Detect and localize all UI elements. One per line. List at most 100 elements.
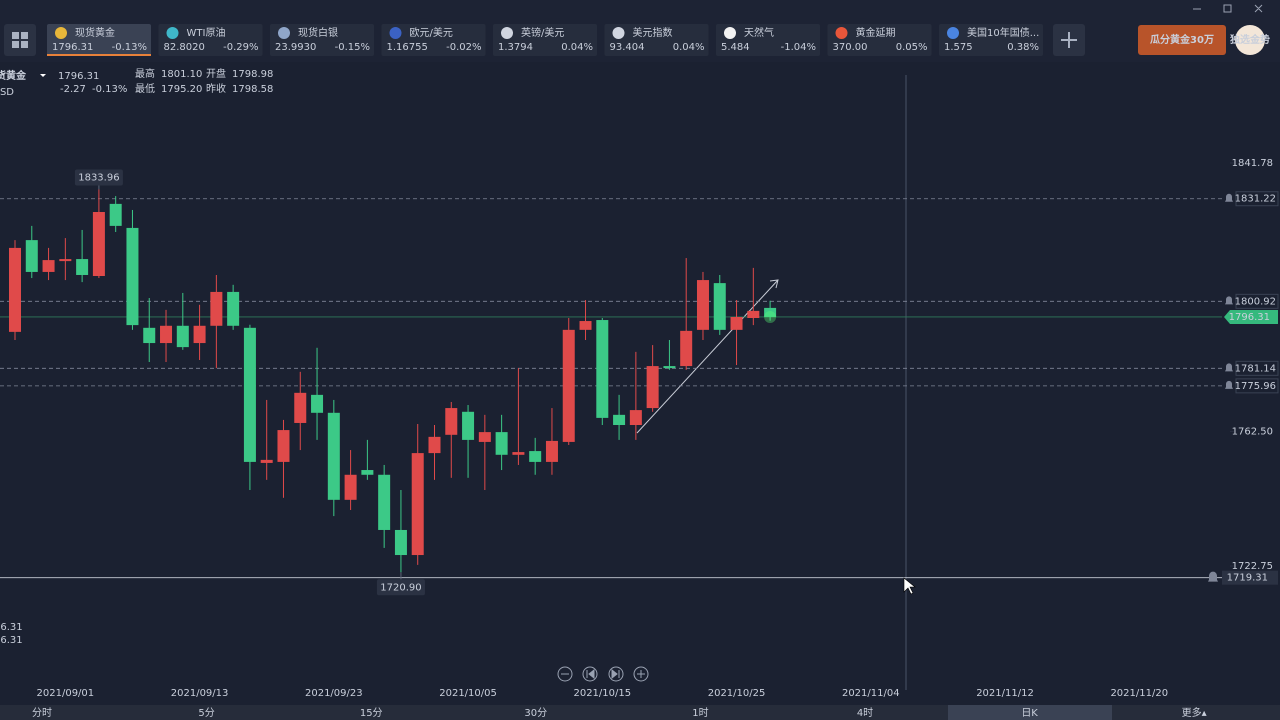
- candle-body: [730, 316, 743, 330]
- tab-label[interactable]: 30分: [524, 707, 547, 719]
- candle-body: [764, 307, 777, 317]
- ticker-card[interactable]: [47, 24, 151, 56]
- alert-bell[interactable]: [1225, 363, 1233, 372]
- ticker-icon: [724, 27, 736, 39]
- candle-body: [596, 320, 609, 418]
- stat-label: 昨收: [206, 82, 226, 95]
- promo-banner[interactable]: [1138, 25, 1226, 55]
- ticker-card[interactable]: [270, 24, 374, 56]
- alert-label: 1800.92: [1235, 296, 1276, 307]
- tab-label[interactable]: 15分: [360, 707, 383, 719]
- candle-body: [428, 436, 441, 454]
- ticker-card[interactable]: [158, 24, 263, 56]
- menu-button[interactable]: [4, 24, 36, 56]
- menu-icon: [21, 32, 28, 39]
- ticker-icon: [278, 27, 290, 39]
- alert-bell[interactable]: [1225, 193, 1233, 202]
- alert-box: [1235, 378, 1279, 394]
- candle-body: [629, 410, 642, 425]
- candle-body: [562, 329, 575, 442]
- ticker-price: 1.16755: [387, 42, 428, 53]
- zoom-in[interactable]: [633, 666, 649, 682]
- window-controls: [1193, 4, 1263, 13]
- x-tick-label: 2021/10/15: [573, 688, 631, 699]
- ticker-change: 0.05%: [896, 42, 928, 53]
- tab-label[interactable]: 4时: [857, 707, 873, 719]
- annotation-box: [74, 169, 123, 186]
- candle-body: [462, 411, 475, 440]
- ticker-card[interactable]: [939, 24, 1043, 56]
- x-tick-label: 2021/09/23: [305, 688, 363, 699]
- add-button[interactable]: [1053, 24, 1085, 56]
- logo-text: 独选金势: [1230, 33, 1270, 46]
- candle-body: [663, 366, 676, 369]
- candle-body: [126, 227, 139, 326]
- candle-body: [361, 470, 374, 475]
- ticker-card[interactable]: [381, 24, 486, 56]
- ticker-price: 5.484: [721, 42, 750, 53]
- crosshair-bell[interactable]: [1208, 571, 1218, 582]
- menu-bg[interactable]: [4, 24, 36, 56]
- tab-label[interactable]: 5分: [198, 707, 214, 719]
- ticker-change: -0.02%: [446, 42, 481, 53]
- alert-box: [1235, 360, 1279, 376]
- symbol-dropdown[interactable]: [40, 74, 46, 77]
- ticker-icon: [501, 27, 513, 39]
- candle-body: [42, 260, 55, 272]
- go-end[interactable]: [608, 666, 624, 682]
- ticker-card[interactable]: [716, 24, 820, 56]
- mouse-cursor: [903, 577, 916, 595]
- candle-body: [613, 414, 626, 425]
- candle-body: [545, 440, 558, 462]
- ticker-name: 现货黄金: [75, 26, 115, 39]
- left-label: 96.31: [0, 622, 23, 633]
- candle-body: [747, 310, 760, 318]
- candle-body: [344, 474, 357, 500]
- ticker-icon: [55, 27, 67, 39]
- candle-body: [243, 327, 256, 462]
- candle-body: [210, 291, 223, 326]
- ticker-name: 英镑/美元: [521, 26, 564, 39]
- candle-body: [277, 430, 290, 462]
- alert-label: 1781.14: [1235, 363, 1276, 374]
- ticker-name: 黄金延期: [856, 26, 896, 39]
- candle-body: [696, 280, 709, 330]
- candle-body: [378, 474, 391, 530]
- ticker-icon: [612, 27, 625, 39]
- stat-label: 最高: [135, 67, 155, 80]
- tab-label[interactable]: 日K: [1021, 708, 1038, 719]
- alert-box: [1235, 293, 1279, 309]
- symbol-price: 1796.31: [58, 71, 99, 82]
- alert-bell[interactable]: [1225, 380, 1233, 389]
- candle-body: [445, 408, 458, 435]
- zoom-in-icon: [637, 670, 645, 678]
- ticker-card[interactable]: [493, 24, 597, 56]
- add-icon: [1061, 32, 1077, 48]
- go-start[interactable]: [582, 666, 598, 682]
- promo-text: 瓜分黄金30万: [1150, 33, 1214, 46]
- alert-bell[interactable]: [1225, 296, 1233, 305]
- candle-body: [646, 366, 659, 409]
- menu-icon: [21, 41, 28, 48]
- ticker-price: 1.3794: [498, 42, 533, 53]
- candle-body: [227, 291, 240, 326]
- logo[interactable]: [1235, 25, 1265, 55]
- candle-body: [311, 394, 324, 413]
- tab-label[interactable]: 1时: [692, 707, 708, 719]
- zoom-out[interactable]: [557, 666, 573, 682]
- current-glow: [764, 310, 777, 323]
- ticker-name: 美元指数: [633, 26, 673, 39]
- candle-body: [143, 327, 156, 344]
- candle-body: [59, 259, 72, 262]
- tab-label[interactable]: 分时: [32, 707, 52, 719]
- ticker-card[interactable]: [604, 24, 709, 56]
- tab-label[interactable]: 更多▴: [1182, 706, 1207, 719]
- ticker-card[interactable]: [827, 24, 932, 56]
- x-tick-label: 2021/10/25: [708, 688, 766, 699]
- alert-box: [1235, 191, 1279, 207]
- candle-body: [176, 325, 189, 348]
- candle-body: [411, 453, 424, 556]
- ticker-icon: [389, 27, 402, 39]
